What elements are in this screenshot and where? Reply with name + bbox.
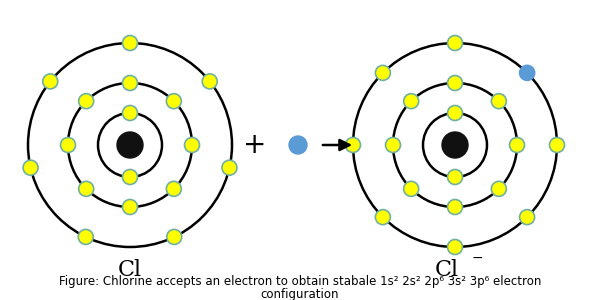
Circle shape	[166, 94, 181, 109]
Circle shape	[520, 210, 535, 225]
Circle shape	[78, 230, 93, 244]
Circle shape	[61, 137, 76, 152]
Circle shape	[289, 136, 307, 154]
Circle shape	[166, 181, 181, 196]
Circle shape	[376, 210, 391, 225]
Circle shape	[404, 94, 419, 109]
Circle shape	[448, 106, 463, 121]
Text: configuration: configuration	[261, 288, 339, 300]
Circle shape	[491, 94, 506, 109]
Circle shape	[520, 65, 535, 80]
Circle shape	[79, 181, 94, 196]
Circle shape	[448, 76, 463, 91]
Circle shape	[122, 169, 137, 184]
Text: Figure: Chlorine accepts an electron to obtain stabale 1s² 2s² 2p⁶ 3s² 3p⁶ elect: Figure: Chlorine accepts an electron to …	[59, 275, 541, 288]
Text: Cl: Cl	[118, 259, 142, 281]
Circle shape	[448, 169, 463, 184]
Circle shape	[550, 137, 565, 152]
Circle shape	[376, 65, 391, 80]
Text: Cl: Cl	[435, 259, 459, 281]
Circle shape	[79, 94, 94, 109]
Circle shape	[122, 35, 137, 50]
Circle shape	[442, 132, 468, 158]
Circle shape	[491, 181, 506, 196]
Text: +: +	[244, 131, 266, 159]
Circle shape	[167, 230, 182, 244]
Circle shape	[448, 35, 463, 50]
Circle shape	[23, 160, 38, 175]
Circle shape	[122, 200, 137, 214]
Circle shape	[43, 74, 58, 89]
Circle shape	[122, 106, 137, 121]
Circle shape	[386, 137, 401, 152]
Text: −: −	[471, 251, 483, 265]
Circle shape	[122, 76, 137, 91]
Circle shape	[448, 200, 463, 214]
Circle shape	[117, 132, 143, 158]
Circle shape	[404, 181, 419, 196]
Circle shape	[448, 239, 463, 254]
Circle shape	[222, 160, 237, 175]
Circle shape	[346, 137, 361, 152]
Circle shape	[509, 137, 524, 152]
Circle shape	[202, 74, 217, 89]
Circle shape	[185, 137, 199, 152]
